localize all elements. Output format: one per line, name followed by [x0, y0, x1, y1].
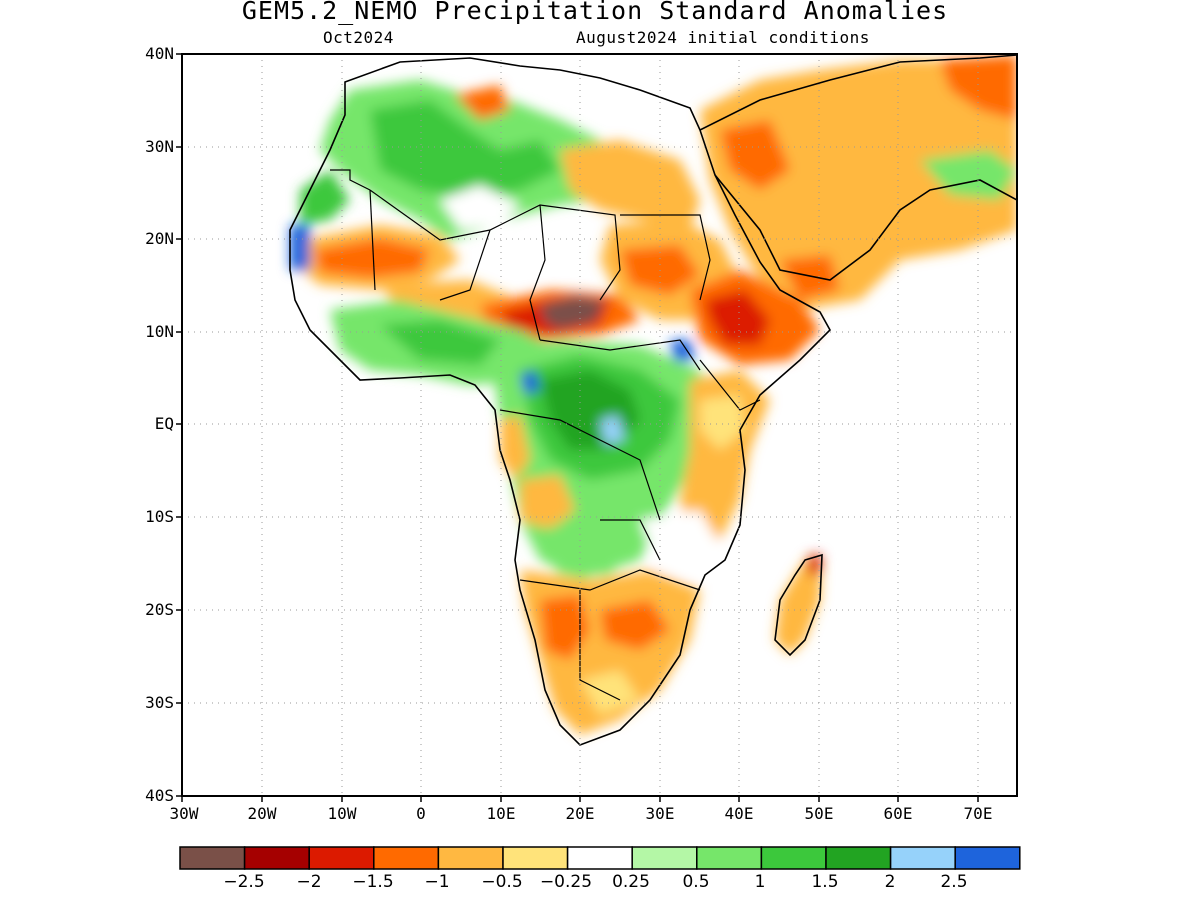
colorbar-swatch	[308, 846, 375, 870]
colorbar-label: 0.5	[682, 872, 710, 892]
x-tick-label: 30W	[169, 804, 199, 823]
y-tick-label: 30S	[145, 693, 174, 712]
colorbar-label: −1.5	[352, 872, 394, 892]
axis-ticks	[176, 53, 979, 802]
colorbar-swatch	[502, 846, 569, 870]
x-tick-label: 10W	[327, 804, 357, 823]
colorbar-swatch	[373, 846, 440, 870]
x-tick-label: 70E	[963, 804, 993, 823]
coastlines	[289, 54, 1017, 746]
colorbar-label: 1.5	[811, 872, 839, 892]
y-tick-label: 30N	[145, 137, 174, 156]
x-tick-label: 10E	[486, 804, 516, 823]
region-chad-sudan-border	[540, 295, 605, 330]
colorbar-swatch	[889, 846, 956, 870]
x-tick-label: 60E	[883, 804, 913, 823]
y-tick-label: 40S	[145, 786, 174, 805]
y-tick-label: 10S	[145, 507, 174, 526]
colorbar-swatch	[179, 846, 246, 870]
colorbar-swatch	[825, 846, 892, 870]
region-madagascar	[775, 555, 822, 655]
map-frame	[181, 53, 1018, 797]
colorbar-swatch	[437, 846, 504, 870]
x-tick-label: 50E	[804, 804, 834, 823]
colorbar-swatch	[954, 846, 1021, 870]
x-tick-label: 20W	[247, 804, 277, 823]
colorbar-label: −1	[424, 872, 450, 892]
colorbar-label: 2	[884, 872, 896, 892]
colorbar	[179, 846, 1021, 870]
colorbar-swatch	[696, 846, 763, 870]
colorbar-swatch	[243, 846, 310, 870]
x-tick-label: 0	[416, 804, 426, 823]
forecast-month: Oct2024	[323, 28, 394, 47]
colorbar-label: −0.5	[481, 872, 523, 892]
anomaly-fields	[290, 55, 1017, 735]
colorbar-label: −2	[296, 872, 322, 892]
y-tick-label: 10N	[145, 322, 174, 341]
region-arabia	[700, 60, 1017, 310]
y-tick-label: 20S	[145, 600, 174, 619]
colorbar-swatch	[760, 846, 827, 870]
colorbar-swatch	[566, 846, 633, 870]
colorbar-label: 0.25	[612, 872, 650, 892]
map-title: GEM5.2_NEMO Precipitation Standard Anoma…	[241, 0, 949, 25]
x-tick-label: 20E	[565, 804, 595, 823]
y-tick-label: EQ	[154, 414, 174, 433]
colorbar-label: −0.25	[539, 872, 593, 892]
x-tick-label: 40E	[724, 804, 754, 823]
borders	[330, 169, 761, 701]
gridlines	[182, 54, 1017, 796]
colorbar-label: 2.5	[940, 872, 968, 892]
x-tick-label: 30E	[645, 804, 675, 823]
y-tick-label: 40N	[145, 44, 174, 63]
initial-conditions: August2024 initial conditions	[576, 28, 870, 47]
colorbar-label: 1	[754, 872, 766, 892]
y-tick-label: 20N	[145, 229, 174, 248]
colorbar-swatch	[631, 846, 698, 870]
colorbar-label: −2.5	[223, 872, 265, 892]
